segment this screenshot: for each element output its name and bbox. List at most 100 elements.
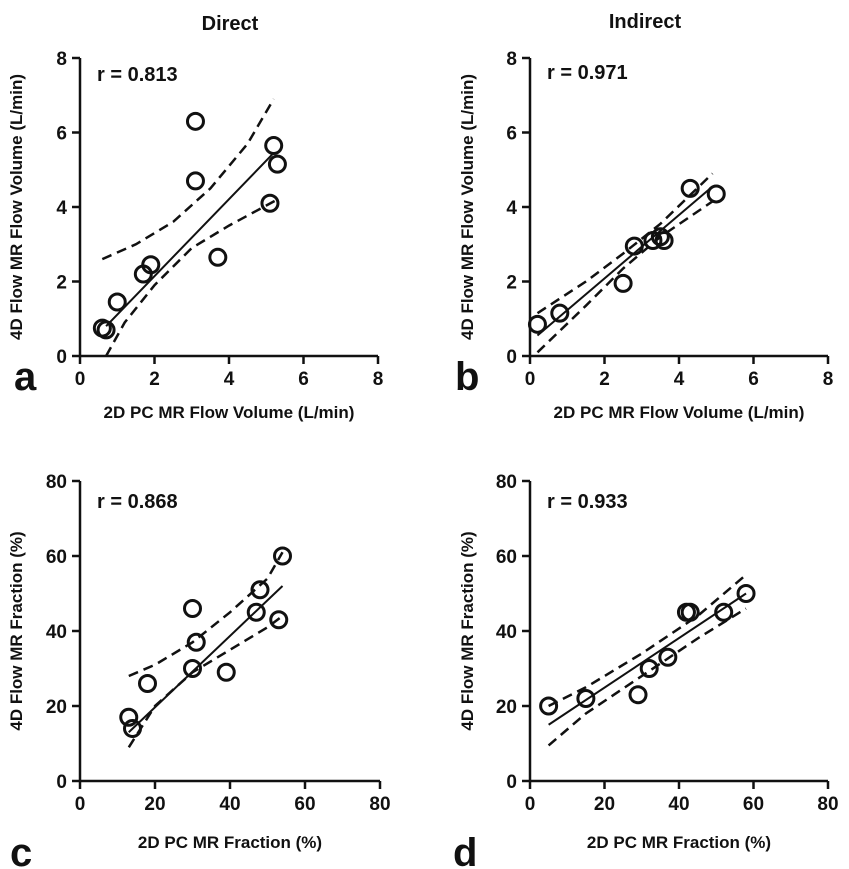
data-point <box>624 236 644 256</box>
x-tick-label: 0 <box>525 794 536 815</box>
y-axis-title: 4D Flow MR Flow Volume (L/min) <box>458 74 477 340</box>
data-point <box>185 111 205 131</box>
ci-upper-line <box>536 172 714 315</box>
column-title-indirect: Indirect <box>609 11 682 33</box>
x-axis-title: 2D PC MR Fraction (%) <box>587 833 771 852</box>
data-point <box>107 292 127 312</box>
data-point <box>650 227 670 247</box>
ci-lower-line <box>105 198 278 357</box>
x-tick-label: 60 <box>294 794 315 815</box>
data-point <box>273 546 292 566</box>
chart-panel-c: 0 20 40 60 80 0 20 40 60 80 2D PC MR Fraction (%) 4… <box>7 472 391 869</box>
y-tick-label: 8 <box>506 49 517 70</box>
regression-line <box>548 592 747 726</box>
correlation-label: r = 0.933 <box>547 491 628 513</box>
data-point <box>186 632 206 652</box>
ci-lower-line <box>536 200 714 354</box>
correlation-label: r = 0.813 <box>97 64 178 86</box>
x-tick-label: 6 <box>748 369 759 390</box>
y-axis-title: 4D Flow MR Flow Volume (L/min) <box>7 74 26 340</box>
data-point <box>527 314 547 334</box>
y-tick-label: 8 <box>56 49 67 70</box>
y-tick-label: 0 <box>506 772 517 793</box>
x-tick-label: 40 <box>219 794 240 815</box>
x-tick-label: 0 <box>525 369 536 390</box>
x-tick-label: 80 <box>817 794 838 815</box>
data-point <box>141 255 161 275</box>
data-point <box>138 674 157 693</box>
data-point <box>250 580 270 600</box>
ci-upper-line <box>101 98 275 261</box>
data-point <box>576 689 596 708</box>
data-point <box>119 707 139 727</box>
regression-line <box>536 185 714 337</box>
ci-lower-line <box>127 615 284 748</box>
x-tick-label: 2 <box>149 369 160 390</box>
data-point <box>264 136 284 156</box>
data-point <box>654 231 674 251</box>
data-point <box>680 602 700 622</box>
y-tick-label: 40 <box>496 622 517 643</box>
data-point <box>269 610 289 630</box>
y-axis-title: 4D Flow MR Fraction (%) <box>458 531 477 730</box>
x-tick-label: 20 <box>144 794 165 815</box>
panel-letter: d <box>453 831 477 869</box>
data-point <box>216 662 236 682</box>
data-point <box>550 303 570 323</box>
y-tick-label: 0 <box>56 772 67 793</box>
data-point <box>208 247 228 267</box>
y-tick-label: 80 <box>46 472 67 493</box>
y-tick-label: 6 <box>56 124 67 145</box>
data-point <box>628 685 648 705</box>
y-tick-label: 4 <box>56 198 67 219</box>
y-tick-label: 4 <box>506 198 517 219</box>
data-point <box>613 273 633 293</box>
data-point <box>123 719 142 738</box>
y-tick-label: 60 <box>46 547 67 568</box>
x-axis-title: 2D PC MR Flow Volume (L/min) <box>554 403 805 422</box>
data-point <box>185 171 205 191</box>
y-tick-label: 20 <box>496 697 517 718</box>
data-point <box>639 659 659 678</box>
x-tick-label: 0 <box>75 794 86 815</box>
data-point <box>706 184 726 204</box>
x-tick-label: 4 <box>224 369 235 390</box>
y-tick-label: 60 <box>496 547 517 568</box>
y-tick-label: 20 <box>46 697 67 718</box>
chart-panel-a: 0 2 4 6 8 0 2 4 6 8 2D PC MR Flow Volume (L/min) 4D… <box>7 49 383 422</box>
x-axis-title: 2D PC MR Flow Volume (L/min) <box>104 403 355 422</box>
panel-letter: a <box>14 355 37 399</box>
x-tick-label: 4 <box>674 369 685 390</box>
data-point <box>246 602 266 622</box>
y-tick-label: 80 <box>496 472 517 493</box>
data-point <box>658 647 678 667</box>
x-tick-label: 8 <box>373 369 384 390</box>
data-point <box>714 602 734 622</box>
data-point <box>183 659 202 678</box>
panel-letter: c <box>10 831 32 869</box>
data-point <box>267 154 287 174</box>
y-tick-label: 40 <box>46 622 67 643</box>
data-point <box>736 584 756 603</box>
x-tick-label: 20 <box>594 794 615 815</box>
y-tick-label: 2 <box>56 273 67 294</box>
chart-panel-b: 0 2 4 6 8 0 2 4 6 8 2D PC MR Flow Volume (L/min) 4D… <box>455 49 833 422</box>
y-tick-label: 0 <box>56 347 67 368</box>
x-tick-label: 60 <box>743 794 764 815</box>
regression-line <box>105 152 275 327</box>
y-tick-label: 6 <box>506 124 517 145</box>
data-point <box>539 696 559 716</box>
chart-panel-d: 0 20 40 60 80 0 20 40 60 80 2D PC MR Fraction (%) 4… <box>453 472 839 869</box>
regression-line <box>128 585 284 733</box>
column-title-direct: Direct <box>202 13 259 35</box>
panel-letter: b <box>455 355 479 399</box>
x-axis-title: 2D PC MR Fraction (%) <box>138 833 322 852</box>
ci-upper-line <box>128 551 284 678</box>
x-tick-label: 2 <box>599 369 610 390</box>
y-tick-label: 0 <box>506 347 517 368</box>
y-axis-title: 4D Flow MR Fraction (%) <box>7 531 26 730</box>
y-tick-label: 2 <box>506 273 517 294</box>
x-tick-label: 40 <box>668 794 689 815</box>
